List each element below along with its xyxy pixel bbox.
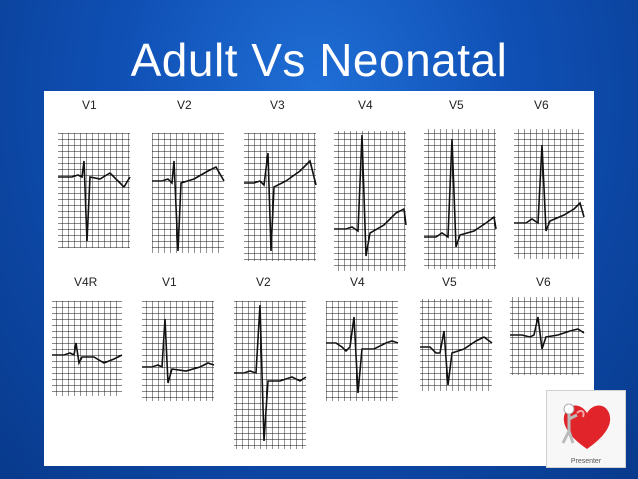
adult-lead-label-v4: V4: [358, 98, 373, 112]
ecg-strips-figure: V1 V2 V3 V4 V5 V6 V4: [52, 98, 585, 449]
adult-lead-label-v2: V2: [177, 98, 192, 112]
adult-lead-label-v6: V6: [534, 98, 549, 112]
adult-lead-label-v1: V1: [82, 98, 97, 112]
adult-lead-label-v3: V3: [270, 98, 285, 112]
presenter-logo: Presenter: [546, 390, 626, 468]
neonatal-strip-v2: [234, 301, 307, 449]
ecg-comparison-panel: V1 V2 V3 V4 V5 V6 V4: [44, 91, 594, 466]
neonatal-lead-label-v1: V1: [162, 275, 177, 289]
adult-strip-v5: [424, 129, 497, 269]
neonatal-strip-v5: [420, 299, 493, 391]
heart-figure-icon: [561, 403, 611, 449]
neonatal-strip-v4r: [52, 301, 123, 396]
neonatal-strip-v6: [510, 297, 585, 375]
neonatal-lead-label-v4r: V4R: [74, 275, 98, 289]
adult-lead-label-v5: V5: [449, 98, 464, 112]
neonatal-lead-label-v6: V6: [536, 275, 551, 289]
adult-strip-v6: [514, 129, 585, 259]
neonatal-strip-v4: [326, 301, 399, 401]
adult-strip-v2: [152, 133, 225, 253]
adult-strip-v1: [58, 133, 131, 248]
neonatal-strip-v1: [142, 301, 215, 401]
slide-title: Adult Vs Neonatal: [130, 34, 508, 86]
neonatal-lead-label-v2: V2: [256, 275, 271, 289]
neonatal-lead-label-v4: V4: [350, 275, 365, 289]
neonatal-lead-label-v5: V5: [442, 275, 457, 289]
logo-text: Presenter: [570, 458, 602, 465]
adult-strip-v4: [334, 131, 407, 271]
adult-strip-v3: [244, 133, 317, 261]
